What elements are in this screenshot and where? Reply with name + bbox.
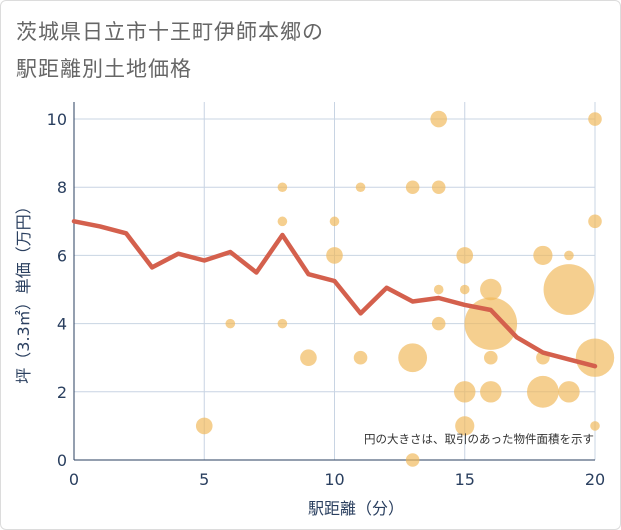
y-tick-label: 0 [57, 451, 67, 470]
bubble-point [195, 417, 213, 435]
y-tick-label: 6 [57, 246, 67, 265]
bubble-point [564, 250, 574, 261]
x-tick-label: 15 [455, 470, 475, 489]
y-tick-label: 2 [57, 383, 67, 402]
bubble-point [533, 245, 553, 266]
bubble-point [329, 216, 340, 227]
tick-labels: 0 5 10 15 20 0 2 4 6 8 10 [47, 110, 606, 489]
bubble-point [277, 182, 288, 193]
bubble-point [455, 416, 475, 436]
bubble-point [575, 338, 615, 377]
x-tick-label: 0 [69, 470, 79, 489]
x-tick-label: 20 [585, 470, 605, 489]
bubble-point [326, 247, 343, 264]
bubble-point [543, 264, 595, 315]
bubble-point [300, 349, 317, 367]
bubble-point [398, 343, 428, 373]
bubble-point [405, 453, 420, 467]
bubble-point [225, 318, 236, 329]
average-line-layer [71, 219, 598, 369]
bubble-point [590, 421, 600, 431]
bubble-point [588, 112, 602, 126]
bubble-point [464, 297, 518, 350]
bubble-point [588, 214, 602, 229]
y-axis-title: 坪（3.3㎡）単価（万円） [14, 198, 33, 383]
bubble-point [433, 284, 444, 295]
x-tick-label: 10 [324, 470, 344, 489]
bubble-point [431, 180, 446, 195]
bubble-point [558, 381, 580, 403]
bubble-point [480, 278, 502, 301]
bubble-point [454, 381, 476, 403]
x-tick-label: 5 [199, 470, 209, 489]
bubble-point [459, 284, 470, 295]
y-tick-label: 4 [57, 315, 67, 334]
bubble-point [355, 182, 366, 193]
bubble-point [405, 180, 420, 195]
bubble-point [430, 110, 448, 128]
x-axis-title: 駅距離（分） [308, 499, 404, 518]
bubble-point [277, 318, 288, 329]
bubble-point [480, 381, 502, 403]
bubble-point [484, 350, 498, 365]
bubble-point [431, 316, 446, 331]
bubble-point [353, 350, 368, 365]
bubble-point [277, 216, 288, 227]
average-price-line [71, 219, 598, 369]
y-tick-label: 8 [57, 178, 67, 197]
y-tick-label: 10 [47, 110, 67, 129]
bubble-size-note: 円の大きさは、取引のあった物件面積を示す [364, 432, 594, 446]
chart-title: 茨城県日立市十王町伊師本郷の 駅距離別土地価格 [16, 20, 324, 81]
bubble-point [526, 375, 559, 408]
bubble-point [456, 247, 474, 264]
bubble-layer [195, 110, 615, 467]
